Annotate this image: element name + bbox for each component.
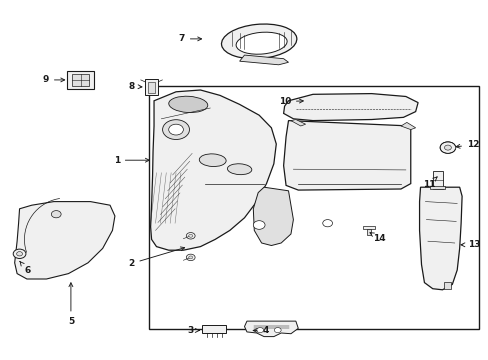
- Text: 8: 8: [128, 82, 142, 91]
- Circle shape: [439, 142, 455, 153]
- Text: 5: 5: [68, 283, 74, 325]
- Polygon shape: [290, 120, 305, 126]
- Polygon shape: [239, 55, 288, 65]
- Ellipse shape: [168, 124, 183, 135]
- Polygon shape: [283, 94, 417, 121]
- Ellipse shape: [162, 120, 189, 139]
- Circle shape: [253, 221, 264, 229]
- Circle shape: [322, 220, 332, 227]
- Text: 13: 13: [460, 240, 480, 249]
- Bar: [144, 79, 158, 95]
- Ellipse shape: [168, 96, 207, 113]
- Polygon shape: [15, 202, 115, 279]
- Bar: [429, 186, 444, 189]
- Text: 10: 10: [278, 97, 303, 106]
- Text: 9: 9: [42, 76, 64, 85]
- Polygon shape: [253, 187, 293, 246]
- Ellipse shape: [221, 24, 296, 59]
- Polygon shape: [400, 122, 415, 130]
- Text: 3: 3: [186, 326, 199, 335]
- Polygon shape: [283, 121, 410, 190]
- Bar: [148, 82, 155, 93]
- Circle shape: [186, 254, 195, 261]
- Circle shape: [186, 233, 195, 239]
- Text: 4: 4: [253, 326, 268, 335]
- Text: 1: 1: [113, 156, 149, 165]
- Text: 14: 14: [369, 233, 385, 243]
- Circle shape: [444, 145, 450, 150]
- Circle shape: [274, 328, 281, 333]
- Bar: [67, 71, 94, 89]
- Polygon shape: [150, 90, 276, 250]
- Text: 6: 6: [20, 261, 31, 275]
- Bar: [363, 226, 374, 229]
- Circle shape: [256, 328, 263, 333]
- Text: 12: 12: [455, 140, 479, 149]
- Text: 7: 7: [178, 34, 201, 43]
- Bar: [72, 74, 89, 86]
- Circle shape: [188, 234, 192, 237]
- Circle shape: [51, 211, 61, 218]
- Polygon shape: [244, 321, 298, 337]
- Text: 2: 2: [128, 247, 184, 268]
- Bar: [443, 282, 450, 289]
- Circle shape: [13, 249, 26, 258]
- Polygon shape: [419, 187, 461, 290]
- Circle shape: [188, 256, 192, 259]
- Bar: [366, 229, 370, 235]
- Text: 11: 11: [422, 177, 436, 189]
- Ellipse shape: [199, 154, 225, 167]
- Bar: [202, 325, 226, 333]
- Circle shape: [17, 252, 22, 256]
- Bar: [432, 171, 442, 189]
- Ellipse shape: [236, 32, 286, 54]
- Ellipse shape: [227, 164, 251, 175]
- Bar: [149, 86, 478, 329]
